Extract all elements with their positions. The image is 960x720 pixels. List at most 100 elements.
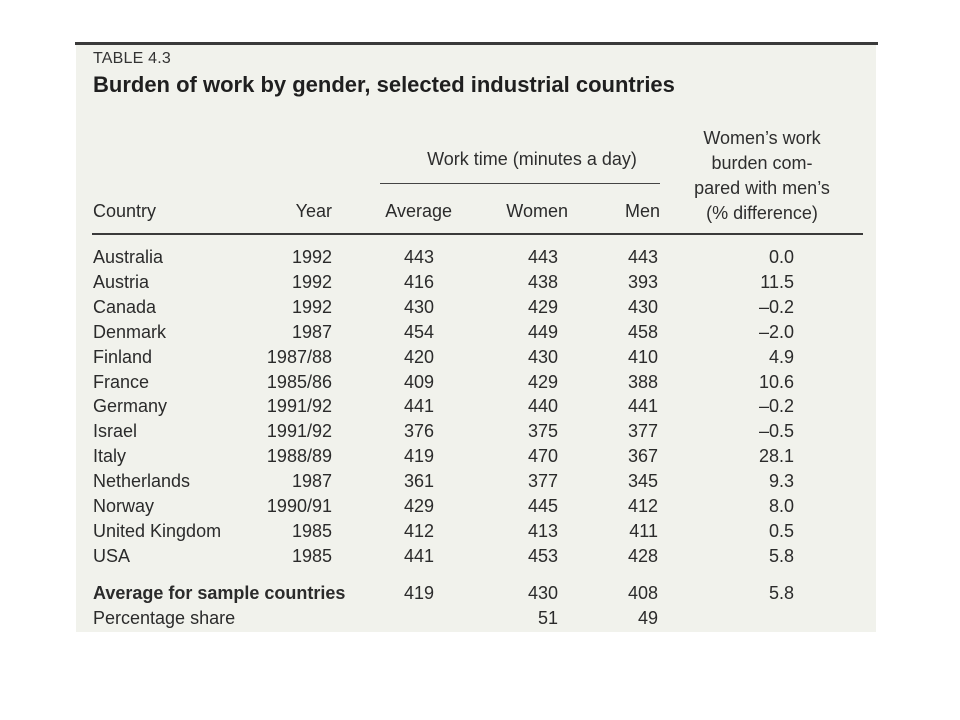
cell-diff: 9.3 bbox=[768, 471, 794, 492]
cell-average: 430 bbox=[403, 296, 434, 317]
cell-men: 441 bbox=[627, 396, 658, 417]
cell-men: 388 bbox=[627, 371, 658, 392]
cell-average: 416 bbox=[403, 271, 434, 292]
cell-women: 449 bbox=[527, 321, 558, 342]
cell-men: 410 bbox=[627, 346, 658, 367]
cell-women: 438 bbox=[527, 271, 558, 292]
cell-women: 443 bbox=[527, 247, 558, 267]
table-page: TABLE 4.3 Burden of work by gender, sele… bbox=[76, 45, 876, 632]
header-burden-line: (% difference) bbox=[706, 203, 818, 223]
cell-country: Canada bbox=[93, 296, 157, 317]
cell-country: Australia bbox=[93, 247, 164, 267]
share-label: Percentage share bbox=[93, 607, 236, 628]
cell-women: 445 bbox=[527, 496, 558, 516]
cell-diff: 0.5 bbox=[768, 520, 794, 541]
cell-country: USA bbox=[93, 545, 131, 566]
cell-year: 1985 bbox=[291, 520, 332, 541]
summary-men: 408 bbox=[627, 582, 658, 603]
cell-men: 458 bbox=[627, 321, 658, 342]
header-burden-line: Women’s work bbox=[703, 128, 821, 148]
cell-country: Israel bbox=[93, 421, 138, 442]
cell-country: Italy bbox=[93, 446, 127, 467]
table-title: Burden of work by gender, selected indus… bbox=[93, 72, 675, 97]
header-average: Average bbox=[385, 201, 452, 221]
cell-year: 1987/88 bbox=[266, 346, 332, 367]
header-women: Women bbox=[506, 201, 568, 221]
cell-diff: –0.2 bbox=[758, 296, 794, 317]
cell-year: 1991/92 bbox=[266, 396, 332, 417]
summary-diff: 5.8 bbox=[768, 582, 794, 603]
cell-women: 430 bbox=[527, 346, 558, 367]
summary-women: 430 bbox=[527, 582, 558, 603]
cell-women: 377 bbox=[527, 471, 558, 492]
cell-year: 1990/91 bbox=[266, 496, 332, 516]
cell-men: 428 bbox=[627, 545, 658, 566]
cell-women: 429 bbox=[527, 371, 558, 392]
share-men: 49 bbox=[637, 607, 658, 628]
cell-men: 367 bbox=[627, 446, 658, 467]
cell-year: 1987 bbox=[291, 321, 332, 342]
cell-year: 1991/92 bbox=[266, 421, 332, 442]
cell-women: 413 bbox=[527, 520, 558, 541]
cell-year: 1987 bbox=[291, 471, 332, 492]
cell-country: Germany bbox=[93, 396, 168, 417]
cell-average: 429 bbox=[403, 496, 434, 516]
cell-year: 1985/86 bbox=[266, 371, 332, 392]
cell-country: Norway bbox=[93, 496, 155, 516]
top-rule bbox=[75, 42, 878, 45]
cell-diff: 10.6 bbox=[758, 371, 794, 392]
cell-country: Denmark bbox=[93, 321, 167, 342]
header-burden: Women’s work burden com- pared with men’… bbox=[676, 126, 848, 226]
header-burden-line: burden com- bbox=[711, 153, 813, 173]
cell-diff: 11.5 bbox=[760, 271, 794, 292]
group-header-work-time: Work time (minutes a day) bbox=[427, 149, 637, 169]
cell-year: 1992 bbox=[291, 296, 332, 317]
cell-year: 1992 bbox=[291, 247, 332, 267]
cell-average: 376 bbox=[403, 421, 434, 442]
cell-diff: 0.0 bbox=[768, 247, 794, 267]
table-caption: TABLE 4.3 bbox=[93, 50, 171, 67]
cell-women: 429 bbox=[527, 296, 558, 317]
cell-average: 441 bbox=[403, 545, 434, 566]
cell-diff: –2.0 bbox=[758, 321, 794, 342]
cell-average: 419 bbox=[403, 446, 434, 467]
cell-average: 420 bbox=[403, 346, 434, 367]
cell-average: 361 bbox=[403, 471, 434, 492]
header-country: Country bbox=[93, 201, 157, 221]
cell-diff: 4.9 bbox=[768, 346, 794, 367]
cell-average: 409 bbox=[403, 371, 434, 392]
cell-men: 411 bbox=[629, 520, 658, 541]
cell-year: 1988/89 bbox=[266, 446, 332, 467]
cell-women: 375 bbox=[527, 421, 558, 442]
cell-men: 430 bbox=[627, 296, 658, 317]
cell-average: 443 bbox=[403, 247, 434, 267]
summary-label: Average for sample countries bbox=[93, 582, 346, 603]
cell-average: 441 bbox=[403, 396, 434, 417]
cell-country: Austria bbox=[93, 271, 150, 292]
cell-year: 1985 bbox=[291, 545, 332, 566]
cell-diff: 5.8 bbox=[768, 545, 794, 566]
cell-year: 1992 bbox=[291, 271, 332, 292]
cell-men: 345 bbox=[627, 471, 658, 492]
cell-women: 470 bbox=[527, 446, 558, 467]
cell-country: France bbox=[93, 371, 150, 392]
header-rule bbox=[92, 233, 863, 235]
cell-men: 412 bbox=[627, 496, 658, 516]
share-women: 51 bbox=[537, 607, 558, 628]
header-burden-line: pared with men’s bbox=[694, 178, 830, 198]
header-men: Men bbox=[624, 201, 660, 221]
group-header-rule bbox=[380, 183, 660, 184]
cell-men: 393 bbox=[627, 271, 658, 292]
cell-men: 443 bbox=[627, 247, 658, 267]
cell-diff: –0.5 bbox=[758, 421, 794, 442]
cell-diff: 8.0 bbox=[768, 496, 794, 516]
cell-men: 377 bbox=[627, 421, 658, 442]
summary-average: 419 bbox=[403, 582, 434, 603]
cell-average: 412 bbox=[403, 520, 434, 541]
cell-country: Netherlands bbox=[93, 471, 191, 492]
cell-country: Finland bbox=[93, 346, 153, 367]
header-year: Year bbox=[295, 201, 332, 221]
cell-diff: 28.1 bbox=[758, 446, 794, 467]
cell-average: 454 bbox=[403, 321, 434, 342]
cell-country: United Kingdom bbox=[93, 520, 222, 541]
